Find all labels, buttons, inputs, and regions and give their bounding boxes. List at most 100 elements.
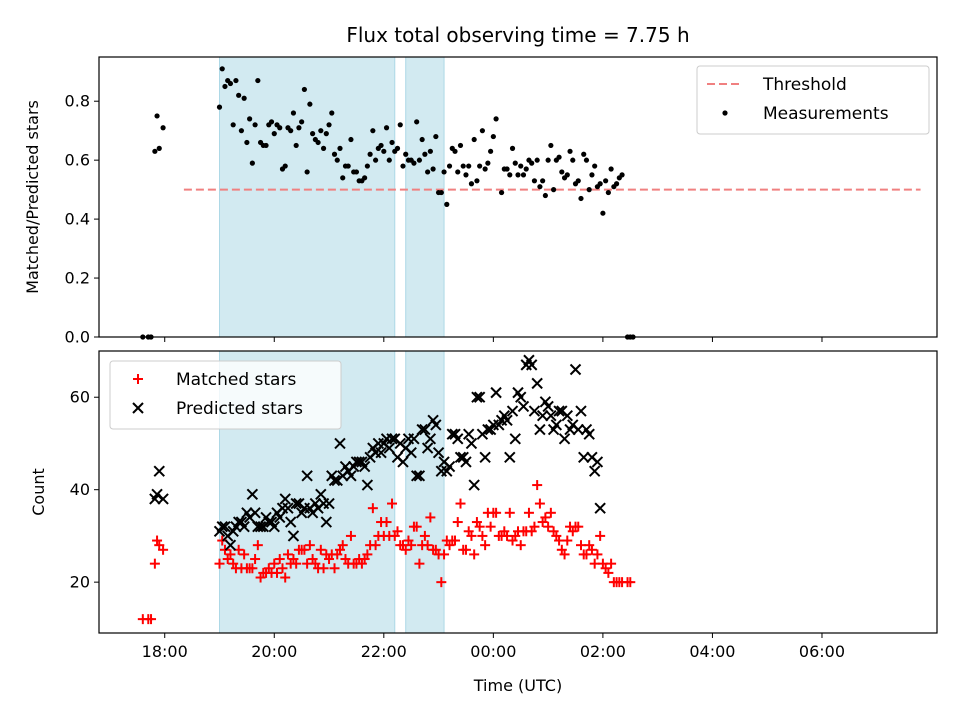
predicted-star-point	[279, 493, 291, 505]
measurement-point	[466, 163, 472, 169]
x-stroke-2	[556, 405, 568, 417]
measurement-point	[419, 136, 425, 143]
x-stroke-2	[553, 405, 565, 417]
measurement-point	[394, 145, 401, 151]
measurement-point	[249, 160, 255, 166]
measurement-point	[430, 166, 436, 172]
measurement-point	[154, 113, 160, 119]
measurement-point	[381, 148, 387, 154]
x-stroke-2	[542, 400, 554, 413]
x-stroke-2	[523, 354, 535, 366]
measurement-point	[331, 151, 338, 157]
x-stroke-2	[438, 456, 450, 468]
matched-star-point	[455, 498, 466, 509]
measurement-point	[277, 125, 283, 131]
x-stroke-2	[320, 516, 333, 528]
measurement-point	[310, 131, 316, 137]
measurement-point	[227, 80, 234, 87]
measurement-point	[378, 142, 384, 149]
measurement-point	[523, 166, 529, 172]
x-stroke-2	[279, 493, 291, 505]
predicted-star-point	[545, 410, 557, 422]
x-stroke-2	[432, 446, 445, 459]
measurement-point	[438, 189, 444, 196]
predicted-star-point	[287, 530, 300, 542]
matched-star-point	[214, 558, 225, 569]
matched-star-point	[329, 563, 340, 574]
measurement-point	[542, 192, 548, 199]
measurement-point	[362, 175, 368, 181]
measurement-point	[244, 139, 250, 146]
x-stroke-2	[151, 488, 163, 501]
x-stroke-2	[580, 423, 593, 436]
x-stroke-2	[536, 410, 549, 422]
matched-star-point	[362, 549, 373, 560]
predicted-star-point	[583, 428, 595, 440]
predicted-star-point	[274, 511, 286, 524]
measurement-point	[446, 163, 453, 169]
measurement-point	[222, 83, 228, 90]
measurement-point	[247, 116, 253, 122]
measurement-point	[268, 119, 275, 125]
predicted-star-point	[361, 479, 374, 491]
measurement-point	[619, 172, 625, 178]
x-stroke-2	[515, 391, 527, 403]
measurement-point	[389, 139, 395, 146]
predicted-star-point	[550, 419, 563, 431]
legend-label: Matched stars	[176, 370, 296, 390]
y-axis-label: Count	[29, 468, 48, 516]
predicted-star-point	[460, 456, 472, 468]
predicted-star-point	[490, 386, 502, 399]
predicted-star-point	[216, 520, 228, 533]
matched-star-point	[345, 530, 356, 541]
matched-star-point	[606, 558, 617, 569]
matched-star-point	[452, 517, 463, 528]
x-stroke-2	[539, 396, 552, 408]
measurement-point	[485, 160, 491, 166]
matched-star-point	[406, 540, 417, 551]
matched-star-point	[485, 521, 496, 532]
predicted-star-point	[413, 470, 426, 482]
predicted-star-point	[473, 391, 486, 403]
x-stroke-2	[410, 470, 423, 482]
matched-star-point	[146, 614, 157, 625]
measurement-point	[488, 148, 494, 154]
predicted-star-point	[452, 433, 464, 445]
x-stroke-2	[246, 488, 259, 501]
matched-star-point	[277, 563, 288, 574]
x-stroke-2	[569, 363, 582, 376]
measurement-point	[608, 166, 614, 172]
x-stroke-2	[405, 446, 417, 459]
top-panel: 0.0 0.2 0.4 0.6 0.8 Matched/Predicted stars Th…	[23, 56, 938, 347]
x-tick-label: 22:00	[361, 642, 407, 661]
x-stroke-2	[421, 442, 434, 454]
predicted-star-point	[591, 456, 604, 468]
measurement-point	[329, 110, 335, 116]
measurement-point	[534, 157, 540, 163]
matched-star-point	[239, 549, 250, 560]
predicted-star-point	[588, 465, 601, 477]
x-tick-label: 18:00	[142, 642, 188, 661]
matched-star-point	[152, 535, 163, 546]
predicted-star-point	[323, 497, 335, 510]
predicted-star-point	[320, 516, 333, 528]
predicted-star-point	[301, 470, 313, 482]
legend-x-swatch-2	[132, 402, 144, 414]
matched-star-point	[581, 549, 592, 560]
x-stroke-2	[282, 502, 294, 514]
measurement-point	[416, 157, 423, 163]
x-stroke-2	[479, 451, 491, 464]
x-stroke-2	[389, 433, 401, 445]
predicted-star-point	[358, 460, 371, 473]
legend-label: Measurements	[763, 104, 889, 124]
measurement-point	[252, 122, 258, 128]
x-stroke-2	[558, 433, 571, 445]
x-stroke-2	[567, 419, 579, 431]
predicted-star-point	[219, 520, 231, 533]
x-stroke-2	[446, 428, 458, 440]
x-stroke-2	[545, 410, 557, 422]
measurement-point	[545, 157, 551, 163]
measurement-point	[575, 178, 581, 184]
matched-star-point	[592, 549, 603, 560]
measurement-point	[216, 104, 223, 110]
